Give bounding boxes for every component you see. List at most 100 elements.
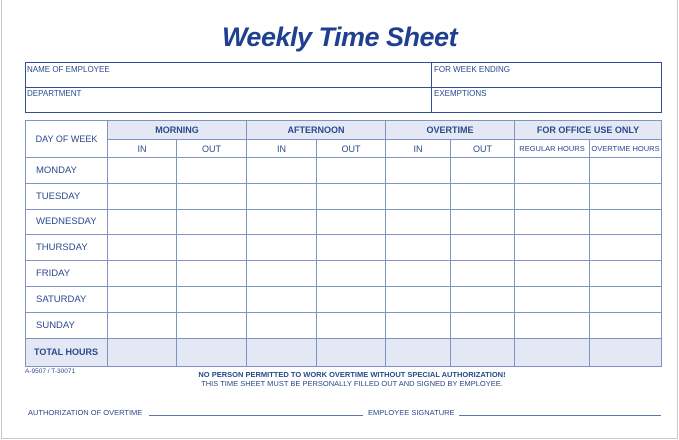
total-cell[interactable] <box>246 337 317 367</box>
time-cell[interactable] <box>107 285 177 313</box>
office-use-header: FOR OFFICE USE ONLY <box>514 120 662 140</box>
time-cell[interactable] <box>316 182 386 210</box>
subheader-out: OUT <box>316 139 386 158</box>
time-cell[interactable] <box>246 234 317 262</box>
time-cell[interactable] <box>450 157 515 184</box>
total-cell[interactable] <box>176 337 247 367</box>
table-row: SUNDAY <box>25 311 662 339</box>
time-cell[interactable] <box>514 234 590 262</box>
time-cell[interactable] <box>514 285 590 313</box>
table-row: FRIDAY <box>25 260 662 287</box>
time-cell[interactable] <box>589 208 662 236</box>
time-cell[interactable] <box>316 260 386 287</box>
morning-header: MORNING <box>107 120 247 140</box>
total-cell[interactable] <box>589 337 662 367</box>
subheader-out: OUT <box>176 139 247 158</box>
time-cell[interactable] <box>450 311 515 339</box>
time-cell[interactable] <box>176 182 247 210</box>
table-row: TUESDAY <box>25 182 662 210</box>
time-cell[interactable] <box>176 208 247 236</box>
day-label: SUNDAY <box>25 311 108 339</box>
overtime-notice: NO PERSON PERMITTED TO WORK OVERTIME WIT… <box>198 370 506 379</box>
time-cell[interactable] <box>514 260 590 287</box>
employee-name-field[interactable]: NAME OF EMPLOYEE <box>27 65 110 74</box>
time-cell[interactable] <box>385 285 451 313</box>
time-cell[interactable] <box>316 208 386 236</box>
time-cell[interactable] <box>176 260 247 287</box>
time-cell[interactable] <box>246 182 317 210</box>
subheader-in: IN <box>107 139 177 158</box>
time-cell[interactable] <box>246 260 317 287</box>
time-cell[interactable] <box>107 311 177 339</box>
divider <box>431 63 432 112</box>
time-cell[interactable] <box>589 234 662 262</box>
time-cell[interactable] <box>589 157 662 184</box>
time-cell[interactable] <box>107 182 177 210</box>
time-cell[interactable] <box>514 157 590 184</box>
subheader-regular-hours: REGULAR HOURS <box>514 139 590 158</box>
time-cell[interactable] <box>514 311 590 339</box>
time-cell[interactable] <box>176 234 247 262</box>
time-cell[interactable] <box>450 234 515 262</box>
subheader-in: IN <box>246 139 317 158</box>
table-row: MONDAY <box>25 157 662 184</box>
time-cell[interactable] <box>107 234 177 262</box>
time-cell[interactable] <box>246 311 317 339</box>
day-label: FRIDAY <box>25 260 108 287</box>
subheader-overtime-hours: OVERTIME HOURS <box>589 139 662 158</box>
signature-label: EMPLOYEE SIGNATURE <box>368 408 455 417</box>
day-label: MONDAY <box>25 157 108 184</box>
time-cell[interactable] <box>589 285 662 313</box>
time-cell[interactable] <box>514 182 590 210</box>
time-cell[interactable] <box>514 208 590 236</box>
time-cell[interactable] <box>176 157 247 184</box>
week-ending-field[interactable]: FOR WEEK ENDING <box>434 65 511 74</box>
time-cell[interactable] <box>450 285 515 313</box>
time-cell[interactable] <box>246 285 317 313</box>
time-cell[interactable] <box>450 208 515 236</box>
time-cell[interactable] <box>176 311 247 339</box>
time-cell[interactable] <box>589 311 662 339</box>
time-cell[interactable] <box>316 285 386 313</box>
total-cell[interactable] <box>316 337 386 367</box>
divider <box>26 87 661 88</box>
authorization-line[interactable] <box>149 415 363 416</box>
time-cell[interactable] <box>316 234 386 262</box>
table-row: THURSDAY <box>25 234 662 262</box>
department-field[interactable]: DEPARTMENT <box>27 89 82 98</box>
subheader-in: IN <box>385 139 451 158</box>
time-cell[interactable] <box>246 208 317 236</box>
day-label: SATURDAY <box>25 285 108 313</box>
time-cell[interactable] <box>385 311 451 339</box>
time-cell[interactable] <box>450 260 515 287</box>
day-of-week-header: DAY OF WEEK <box>25 120 108 158</box>
time-cell[interactable] <box>107 208 177 236</box>
time-cell[interactable] <box>450 182 515 210</box>
time-cell[interactable] <box>246 157 317 184</box>
total-cell[interactable] <box>107 337 177 367</box>
exemptions-field[interactable]: EXEMPTIONS <box>434 89 487 98</box>
time-cell[interactable] <box>385 234 451 262</box>
total-cell[interactable] <box>450 337 515 367</box>
time-cell[interactable] <box>589 260 662 287</box>
signature-line[interactable] <box>459 415 661 416</box>
time-cell[interactable] <box>316 157 386 184</box>
subheader-out: OUT <box>450 139 515 158</box>
page-title: Weekly Time Sheet <box>221 22 458 52</box>
time-cell[interactable] <box>107 260 177 287</box>
time-cell[interactable] <box>176 285 247 313</box>
time-cell[interactable] <box>385 260 451 287</box>
time-cell[interactable] <box>107 157 177 184</box>
time-cell[interactable] <box>385 208 451 236</box>
total-hours-label: TOTAL HOURS <box>25 337 108 367</box>
time-cell[interactable] <box>385 157 451 184</box>
time-cell[interactable] <box>316 311 386 339</box>
total-cell[interactable] <box>514 337 590 367</box>
employee-info-box: NAME OF EMPLOYEE FOR WEEK ENDING DEPARTM… <box>25 62 662 113</box>
time-cell[interactable] <box>385 182 451 210</box>
day-label: TUESDAY <box>25 182 108 210</box>
time-cell[interactable] <box>589 182 662 210</box>
form-code: A-9507 / T-30071 <box>25 368 76 375</box>
total-cell[interactable] <box>385 337 451 367</box>
